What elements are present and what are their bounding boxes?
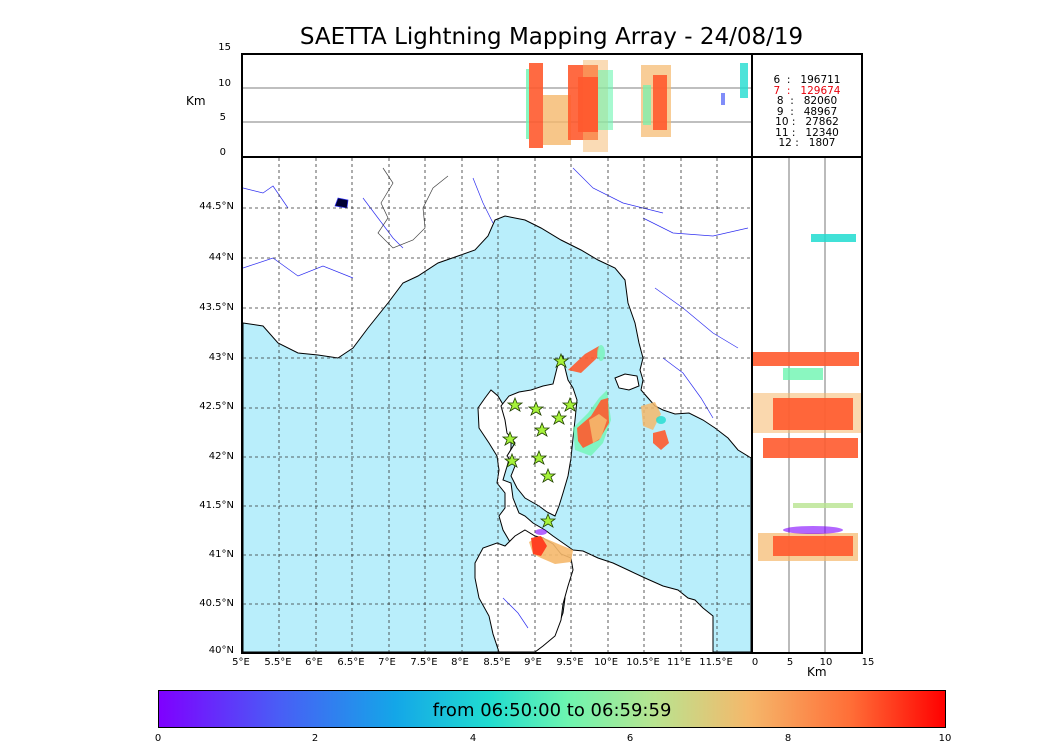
lon-tick: 8°E	[451, 657, 469, 668]
chart-title: SAETTA Lightning Mapping Array - 24/08/1…	[299, 24, 804, 50]
side-tick: 5	[786, 657, 794, 668]
elba-island	[614, 373, 640, 391]
altitude-tick: 5	[219, 112, 226, 123]
altitude-axis-unit: Km	[186, 94, 206, 108]
altitude-latitude-panel	[751, 156, 863, 654]
station-star-icon	[539, 512, 557, 528]
colorbar-label: from 06:50:00 to 06:59:59	[432, 700, 672, 721]
altitude-cluster-3	[641, 65, 671, 137]
map-panel	[241, 156, 753, 654]
count-row: 12 : 1807	[778, 137, 836, 149]
station-star-icon	[550, 409, 568, 425]
colorbar-tick: 8	[784, 733, 792, 744]
station-star-icon	[527, 400, 545, 416]
lat-tick: 43.5°N	[199, 302, 234, 313]
altitude-tick: 0	[219, 147, 226, 158]
lon-tick: 9°E	[524, 657, 542, 668]
altitude-tick: 15	[218, 42, 231, 53]
altitude-cluster-2	[543, 60, 613, 152]
lat-tick: 41°N	[208, 549, 234, 560]
count-row-highlight: 7 : 129674	[773, 84, 841, 97]
station-star-icon	[561, 396, 579, 412]
lat-tick: 41.5°N	[199, 500, 234, 511]
lon-tick: 6°E	[305, 657, 323, 668]
lat-tick: 42°N	[208, 451, 234, 462]
lon-tick: 8.5°E	[483, 657, 511, 668]
colorbar-tick: 0	[154, 733, 162, 744]
borders	[377, 167, 449, 249]
side-altitude-plot	[753, 158, 861, 652]
lon-tick: 5°E	[232, 657, 250, 668]
altitude-cluster-1	[526, 63, 543, 148]
counts-table: 6 : 196711 7 : 129674 8 : 82060 9 : 4896…	[753, 75, 861, 149]
count-row: 11 : 12340	[775, 126, 839, 139]
station-star-icon	[539, 467, 557, 483]
lon-tick: 6.5°E	[337, 657, 365, 668]
time-colorbar: from 06:50:00 to 06:59:59	[158, 690, 946, 728]
altitude-cluster-4	[721, 63, 748, 105]
lat-tick: 44°N	[208, 252, 234, 263]
side-tick: 15	[861, 657, 875, 668]
count-row: 10 : 27862	[775, 116, 839, 128]
corsica-island	[500, 355, 578, 517]
lat-tick: 42.5°N	[199, 401, 234, 412]
station-star-icon	[503, 452, 521, 468]
station-star-icon	[530, 449, 548, 465]
side-tick: 0	[751, 657, 759, 668]
counts-panel: 6 : 196711 7 : 129674 8 : 82060 9 : 4896…	[751, 53, 863, 158]
lon-tick: 7.5°E	[410, 657, 438, 668]
colorbar-tick: 6	[626, 733, 634, 744]
station-star-icon	[533, 421, 551, 437]
sensor-stations	[501, 352, 579, 528]
side-axis-unit: Km	[807, 665, 827, 679]
lon-tick: 11°E	[666, 657, 692, 668]
lon-tick: 11.5°E	[699, 657, 733, 668]
station-star-icon	[506, 396, 524, 412]
lat-tick: 40.5°N	[199, 598, 234, 609]
map-view	[243, 158, 751, 652]
lat-tick: 43°N	[208, 352, 234, 363]
colorbar-tick: 10	[938, 733, 952, 744]
map-grid	[243, 158, 751, 652]
lat-tick: 40°N	[208, 645, 234, 656]
altitude-tick: 10	[218, 78, 231, 89]
colorbar-tick: 2	[311, 733, 319, 744]
lon-tick: 7°E	[378, 657, 396, 668]
altitude-longitude-panel	[241, 53, 753, 158]
colorbar-tick: 4	[469, 733, 477, 744]
count-row: 9 : 48967	[776, 105, 838, 118]
station-star-icon	[501, 430, 519, 446]
lon-tick: 5.5°E	[264, 657, 292, 668]
sea-area	[243, 215, 751, 652]
side-tick: 10	[819, 657, 833, 668]
lightning-sources	[529, 345, 669, 564]
altitude-plot	[243, 60, 751, 152]
lat-tick: 44.5°N	[199, 201, 234, 212]
station-star-icon	[552, 352, 570, 368]
lon-tick: 10°E	[593, 657, 619, 668]
lon-tick: 9.5°E	[556, 657, 584, 668]
lon-tick: 10.5°E	[626, 657, 660, 668]
count-row: 8 : 82060	[776, 95, 838, 107]
count-row: 6 : 196711	[773, 74, 841, 86]
